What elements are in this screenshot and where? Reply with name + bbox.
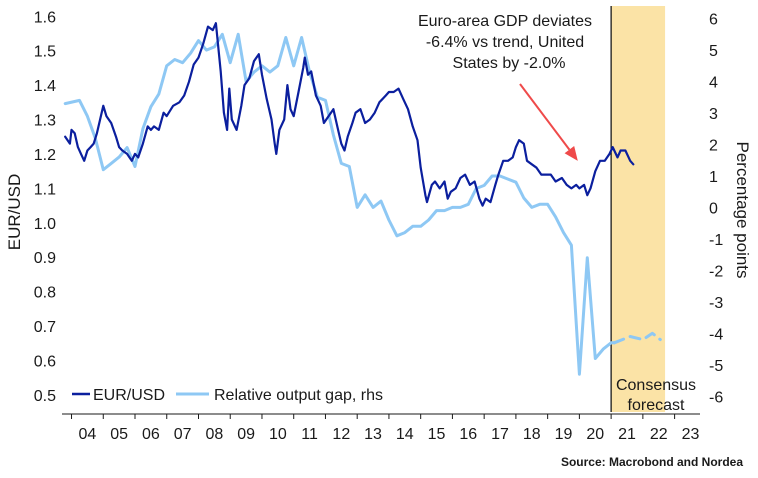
x-tick-label: 05 (110, 426, 128, 443)
y2-tick-label: 4 (709, 75, 718, 92)
y2-tick-label: 3 (709, 106, 718, 123)
x-tick-label: 09 (237, 426, 255, 443)
y-tick-label: 1.2 (34, 147, 56, 164)
annotation-arrow (519, 83, 571, 151)
y-tick-label: 0.5 (34, 388, 56, 405)
y-axis-title-right: Percentage points (733, 141, 752, 278)
source-note: Source: Macrobond and Nordea (561, 455, 743, 469)
series-eurusd-line (64, 22, 635, 207)
x-tick-label: 23 (682, 426, 700, 443)
y-tick-label: 0.8 (34, 285, 56, 302)
forecast-label-line-1: Consensus (616, 377, 696, 394)
y2-tick-label: 0 (709, 200, 718, 217)
x-tick-label: 10 (269, 426, 287, 443)
x-tick-label: 16 (459, 426, 477, 443)
y2-tick-label: 2 (709, 137, 718, 154)
series-output-gap-forecast-line (612, 331, 662, 345)
y-tick-label: 1.4 (34, 78, 56, 95)
legend: EUR/USD Relative output gap, rhs (72, 387, 383, 404)
x-tick-label: 19 (555, 426, 573, 443)
forecast-label: Consensus forecast (616, 377, 696, 414)
right-y-axis: 6 5 4 3 2 1 0 -1 -2 -3 -4 -5 -6 (709, 12, 723, 407)
x-tick-label: 17 (491, 426, 509, 443)
y-tick-label: 1.5 (34, 44, 56, 61)
forecast-label-line-2: forecast (628, 397, 685, 414)
x-tick-label: 06 (142, 426, 160, 443)
x-tick-label: 04 (78, 426, 96, 443)
annotation-line-1: Euro-area GDP deviates (418, 13, 592, 30)
y2-tick-label: 6 (709, 12, 718, 29)
y-tick-label: 1.3 (34, 113, 56, 130)
y2-tick-label: -2 (709, 263, 723, 280)
legend-label-output-gap: Relative output gap, rhs (214, 387, 383, 404)
x-tick-label: 18 (523, 426, 541, 443)
y2-tick-label: -3 (709, 295, 723, 312)
y-axis-title-left: EUR/USD (5, 174, 24, 251)
y2-tick-label: -4 (709, 326, 723, 343)
x-tick-label: 21 (618, 426, 636, 443)
x-tick-label: 13 (364, 426, 382, 443)
annotation-arrowhead (564, 146, 578, 161)
x-tick-label: 22 (650, 426, 668, 443)
left-y-axis: 1.6 1.5 1.4 1.3 1.2 1.1 1.0 0.9 0.8 0.7 0.6 0.5 (34, 9, 56, 404)
y-tick-label: 0.9 (34, 250, 56, 267)
series-output-gap-line (63, 32, 616, 376)
annotation: Euro-area GDP deviates -6.4% vs trend, U… (418, 13, 592, 161)
y2-tick-label: 1 (709, 169, 718, 186)
y-tick-label: 0.6 (34, 353, 56, 370)
x-tick-label: 11 (301, 426, 318, 443)
annotation-line-3: States by -2.0% (453, 55, 566, 72)
plot-lines (63, 22, 662, 376)
x-tick-label: 15 (428, 426, 446, 443)
x-tick-label: 20 (586, 426, 604, 443)
legend-label-eurusd: EUR/USD (93, 387, 165, 404)
y2-tick-label: -6 (709, 389, 723, 406)
x-axis: 04 05 06 07 08 09 10 11 12 13 14 15 16 17 18 19 20 21 22 23 (62, 413, 700, 443)
y-tick-label: 1.6 (34, 9, 56, 26)
y-tick-label: 1.1 (34, 181, 56, 198)
annotation-line-2: -6.4% vs trend, United (426, 34, 584, 51)
y2-tick-label: -5 (709, 358, 723, 375)
x-tick-label: 08 (205, 426, 223, 443)
y2-tick-label: 5 (709, 43, 718, 60)
x-tick-label: 12 (332, 426, 350, 443)
forecast-shading (611, 6, 666, 412)
y-tick-label: 1.0 (34, 216, 56, 233)
y-tick-label: 0.7 (34, 319, 56, 336)
x-tick-label: 14 (396, 426, 414, 443)
y2-tick-label: -1 (709, 232, 723, 249)
x-tick-label: 07 (174, 426, 192, 443)
